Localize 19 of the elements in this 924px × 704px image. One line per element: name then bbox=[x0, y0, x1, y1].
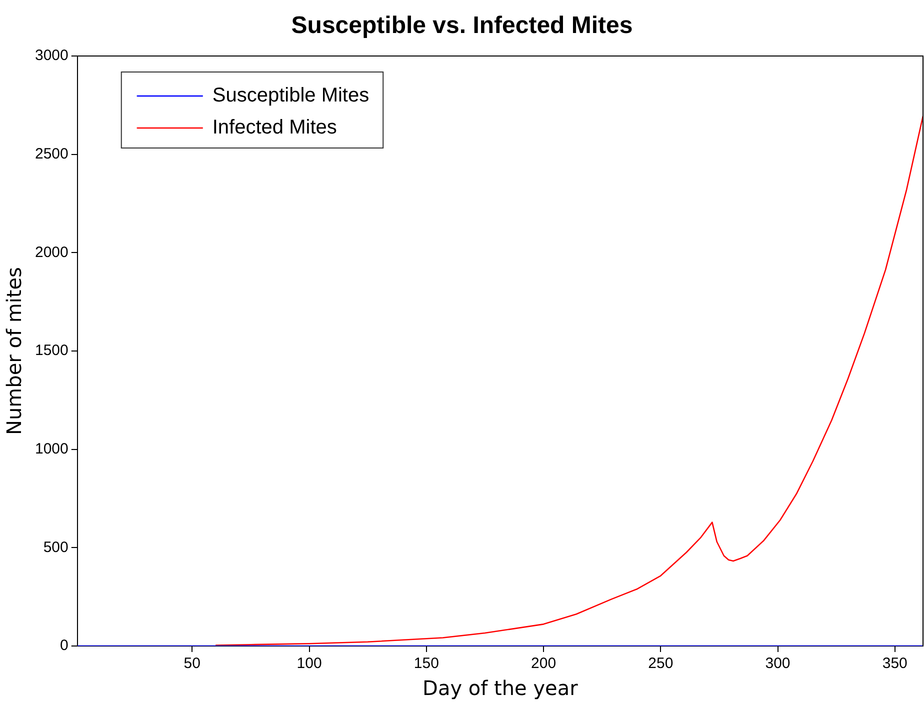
y-tick-label: 2000 bbox=[34, 244, 68, 261]
x-tick-label: 300 bbox=[765, 655, 790, 672]
legend-label: Infected Mites bbox=[212, 116, 337, 139]
x-tick-label: 150 bbox=[414, 655, 439, 672]
x-tick-label: 200 bbox=[531, 655, 556, 672]
legend-label: Susceptible Mites bbox=[212, 84, 370, 107]
x-tick-label: 100 bbox=[296, 655, 322, 672]
y-tick-label: 2500 bbox=[34, 145, 68, 162]
chart-title: Susceptible vs. Infected Mites bbox=[290, 12, 634, 40]
x-tick-label: 250 bbox=[648, 655, 674, 672]
y-tick-label: 1000 bbox=[34, 440, 68, 458]
y-tick-label: 500 bbox=[43, 538, 68, 556]
y-tick-label: 1500 bbox=[34, 342, 68, 360]
x-tick-label: 350 bbox=[882, 655, 908, 672]
y-axis-title: Number of mites bbox=[2, 267, 26, 435]
y-tick-label: 0 bbox=[60, 637, 68, 654]
y-tick-label: 3000 bbox=[34, 47, 68, 64]
x-axis-title: Day of the year bbox=[422, 676, 579, 700]
x-tick-label: 50 bbox=[184, 655, 200, 672]
